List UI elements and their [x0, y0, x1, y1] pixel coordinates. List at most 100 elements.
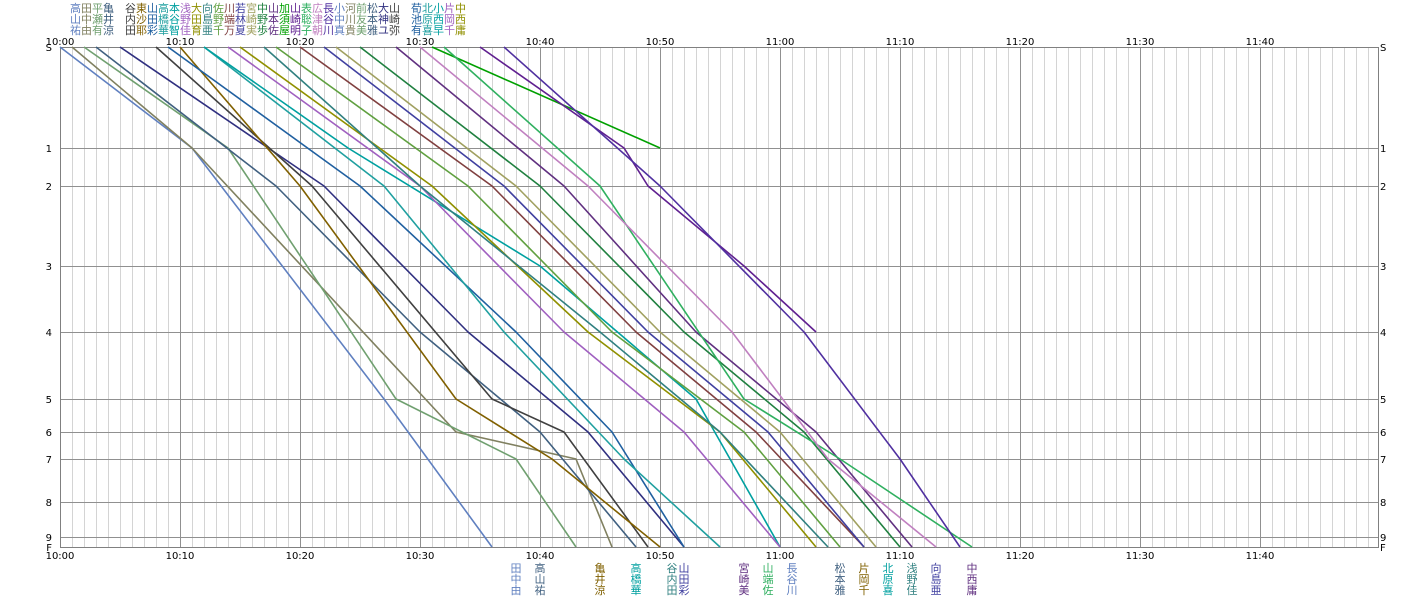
bottom-label: 山	[763, 562, 774, 575]
bottom-label: 田	[511, 562, 522, 575]
bottom-label: 田	[679, 573, 690, 586]
series-line-9	[203, 46, 721, 548]
y-tick-label-right: 4	[1380, 328, 1386, 339]
bottom-label: 亜	[931, 584, 942, 597]
bottom-label: 浅	[907, 562, 918, 575]
bottom-label: 庸	[967, 583, 978, 597]
bottom-label: 橋	[631, 572, 642, 586]
x-tick-label-bottom: 11:40	[1246, 551, 1275, 562]
x-tick-label-top: 10:50	[646, 37, 675, 48]
bottom-label: 西	[967, 573, 978, 586]
x-tick-label-bottom: 11:10	[886, 551, 915, 562]
series-line-16	[323, 46, 865, 548]
series-line-4	[95, 46, 637, 548]
top-legend-row-2: 山中瀬井 内沙田橋谷野田島野端林崎野本須崎聡津谷中川友本神崎 池原西岡西	[70, 12, 466, 26]
x-tick-label-top: 11:40	[1246, 37, 1275, 48]
y-tick-label-right: 7	[1380, 455, 1386, 466]
bottom-label: 向	[931, 561, 942, 575]
series-line-21	[479, 46, 817, 333]
y-tick-label-left: F	[46, 543, 52, 554]
y-tick-label-left: 6	[46, 428, 52, 439]
x-tick-label-top: 10:40	[526, 37, 555, 48]
y-tick-label-left: S	[46, 43, 52, 54]
series-line-3	[83, 46, 577, 548]
bottom-label: 片	[859, 562, 870, 575]
y-tick-label-right: F	[1380, 543, 1386, 554]
bottom-label: 井	[595, 572, 606, 586]
y-tick-label-right: 3	[1380, 262, 1386, 273]
x-tick-label-top: 11:10	[886, 37, 915, 48]
bottom-label: 崎	[739, 572, 750, 586]
series-line-10	[203, 46, 781, 548]
x-tick-label-bottom: 10:30	[406, 551, 435, 562]
top-legend-row-1: 高田平亀 谷東山高本浅大向佐川若宮中山加山表広長小河前松大山 荀北小片中	[70, 1, 466, 15]
series-line-7	[179, 46, 661, 548]
series-line-22	[443, 46, 973, 548]
y-tick-label-right: 8	[1380, 498, 1386, 509]
y-tick-label-left: 7	[46, 455, 52, 466]
bottom-label: 谷	[787, 573, 798, 586]
bottom-label: 田	[667, 584, 678, 597]
bottom-label: 島	[931, 572, 942, 586]
x-tick-label-bottom: 11:00	[766, 551, 795, 562]
series-line-5	[119, 46, 685, 548]
x-tick-label-top: 11:30	[1126, 37, 1155, 48]
series-line-24	[503, 46, 961, 548]
x-tick-label-top: 10:20	[286, 37, 315, 48]
x-tick-label-top: 10:10	[166, 37, 195, 48]
x-tick-label-bottom: 11:30	[1126, 551, 1155, 562]
x-tick-label-top: 10:30	[406, 37, 435, 48]
bottom-label: 由	[511, 583, 522, 597]
y-tick-label-left: 8	[46, 498, 52, 509]
y-tick-label-right: S	[1380, 43, 1386, 54]
y-tick-label-left: 2	[46, 182, 52, 193]
y-tick-label-left: 1	[46, 144, 52, 155]
bottom-label: 岡	[859, 573, 870, 586]
top-legend-row-3: 祐由有涼 田耶彩華智佳育亜千万夏実歩佐屋明子朝川真貴美雅ユ弥 有喜早千庸	[70, 23, 466, 37]
x-tick-label-bottom: 10:20	[286, 551, 315, 562]
plot-frame	[60, 47, 1379, 548]
bottom-label: 高	[535, 561, 546, 575]
x-tick-label-top: 10:00	[46, 37, 75, 48]
bottom-label: 千	[859, 584, 870, 597]
x-tick-label-top: 11:20	[1006, 37, 1035, 48]
bottom-label: 高	[631, 561, 642, 575]
bottom-label: 中	[511, 573, 522, 586]
bottom-label: 中	[967, 562, 978, 575]
bottom-label: 宮	[739, 561, 750, 575]
bottom-label: 雅	[835, 583, 846, 597]
bottom-label: 端	[763, 573, 774, 586]
bottom-label: 佐	[763, 583, 774, 597]
bottom-label: 内	[667, 572, 678, 586]
bottom-label: 彩	[679, 584, 690, 597]
bottom-label: 喜	[883, 584, 894, 597]
series-line-1	[59, 46, 493, 548]
axes: 10:00 10:00 10:10 10:10 10:20 10:20 10:30 10:30…	[46, 37, 1387, 562]
series-line-19	[395, 46, 913, 548]
bottom-label: 涼	[595, 583, 606, 597]
bottom-label: 華	[631, 584, 642, 597]
series-line-23	[419, 46, 937, 548]
y-tick-label-right: 6	[1380, 428, 1386, 439]
bottom-label: 北	[883, 562, 894, 575]
y-tick-label-left: 3	[46, 262, 52, 273]
series-line-13	[263, 46, 829, 548]
series-line-18	[359, 46, 901, 548]
bottom-label: 長	[787, 562, 798, 575]
series-line-20	[431, 46, 661, 149]
y-tick-label-left: 5	[46, 395, 52, 406]
bottom-label: 佳	[907, 583, 918, 597]
series-line-11	[227, 46, 781, 548]
top-legend: 高田平亀 谷東山高本浅大向佐川若宮中山加山表広長小河前松大山 荀北小片中山中瀬井…	[70, 1, 466, 37]
series-line-14	[275, 46, 841, 548]
series-line-17	[335, 46, 877, 548]
x-tick-label-top: 11:00	[766, 37, 795, 48]
bottom-label: 谷	[667, 562, 678, 575]
x-tick-label-bottom: 10:00	[46, 551, 75, 562]
bottom-label: 野	[907, 573, 918, 586]
y-tick-label-left: 4	[46, 328, 52, 339]
bottom-label: 川	[787, 584, 798, 597]
bottom-label: 本	[835, 572, 846, 586]
y-tick-label-right: 5	[1380, 395, 1386, 406]
